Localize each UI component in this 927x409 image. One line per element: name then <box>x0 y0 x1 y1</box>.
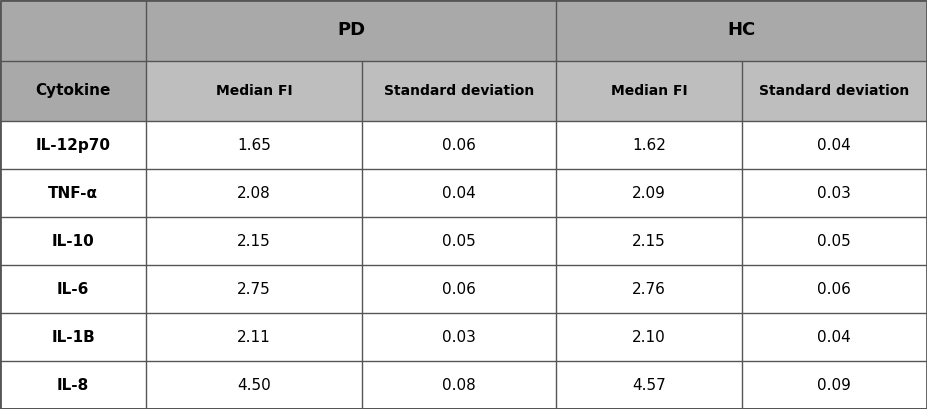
Bar <box>0 313 146 361</box>
Text: IL-12p70: IL-12p70 <box>36 137 110 153</box>
Text: 0.03: 0.03 <box>442 330 476 344</box>
Bar <box>556 0 927 61</box>
Text: 2.09: 2.09 <box>632 186 666 200</box>
Text: 0.04: 0.04 <box>442 186 476 200</box>
Bar <box>742 217 927 265</box>
Text: Standard deviation: Standard deviation <box>384 84 534 98</box>
Text: PD: PD <box>337 21 365 39</box>
Text: 0.05: 0.05 <box>818 234 851 249</box>
Bar <box>556 361 742 409</box>
Text: 1.62: 1.62 <box>632 137 666 153</box>
Bar <box>146 0 556 61</box>
Text: Median FI: Median FI <box>216 84 292 98</box>
Text: 2.15: 2.15 <box>237 234 271 249</box>
Text: 4.57: 4.57 <box>632 378 666 393</box>
Text: HC: HC <box>728 21 756 39</box>
Bar <box>362 169 556 217</box>
Bar <box>0 169 146 217</box>
Text: 2.08: 2.08 <box>237 186 271 200</box>
Text: IL-8: IL-8 <box>57 378 89 393</box>
Text: IL-10: IL-10 <box>52 234 95 249</box>
Bar <box>146 169 362 217</box>
Bar <box>556 169 742 217</box>
Bar <box>0 0 146 121</box>
Bar <box>0 361 146 409</box>
Text: 2.15: 2.15 <box>632 234 666 249</box>
Text: 0.04: 0.04 <box>818 330 851 344</box>
Bar <box>146 313 362 361</box>
Bar <box>742 61 927 121</box>
Text: 2.10: 2.10 <box>632 330 666 344</box>
Text: 0.06: 0.06 <box>818 281 851 297</box>
Bar <box>742 361 927 409</box>
Text: 0.03: 0.03 <box>818 186 851 200</box>
Bar <box>146 61 362 121</box>
Bar <box>742 121 927 169</box>
Bar <box>146 361 362 409</box>
Bar <box>362 61 556 121</box>
Bar <box>742 265 927 313</box>
Text: 0.06: 0.06 <box>442 137 476 153</box>
Bar <box>362 265 556 313</box>
Bar <box>556 217 742 265</box>
Text: 0.05: 0.05 <box>442 234 476 249</box>
Bar <box>362 217 556 265</box>
Text: 1.65: 1.65 <box>237 137 271 153</box>
Bar <box>742 169 927 217</box>
Text: Cytokine: Cytokine <box>35 83 111 98</box>
Bar <box>362 361 556 409</box>
Text: IL-6: IL-6 <box>57 281 89 297</box>
Text: 2.11: 2.11 <box>237 330 271 344</box>
Bar <box>146 265 362 313</box>
Text: Standard deviation: Standard deviation <box>759 84 909 98</box>
Bar <box>556 265 742 313</box>
Text: 0.04: 0.04 <box>818 137 851 153</box>
Text: 4.50: 4.50 <box>237 378 271 393</box>
Text: 0.08: 0.08 <box>442 378 476 393</box>
Bar <box>0 217 146 265</box>
Text: 0.06: 0.06 <box>442 281 476 297</box>
Bar <box>362 313 556 361</box>
Text: Median FI: Median FI <box>611 84 687 98</box>
Bar <box>0 265 146 313</box>
Text: 2.76: 2.76 <box>632 281 666 297</box>
Bar <box>556 121 742 169</box>
Text: TNF-α: TNF-α <box>48 186 98 200</box>
Text: 2.75: 2.75 <box>237 281 271 297</box>
Bar <box>146 217 362 265</box>
Bar <box>0 121 146 169</box>
Bar <box>146 121 362 169</box>
Text: 0.09: 0.09 <box>818 378 851 393</box>
Text: IL-1B: IL-1B <box>51 330 95 344</box>
Bar <box>556 61 742 121</box>
Bar <box>556 313 742 361</box>
Bar <box>742 313 927 361</box>
Bar <box>362 121 556 169</box>
